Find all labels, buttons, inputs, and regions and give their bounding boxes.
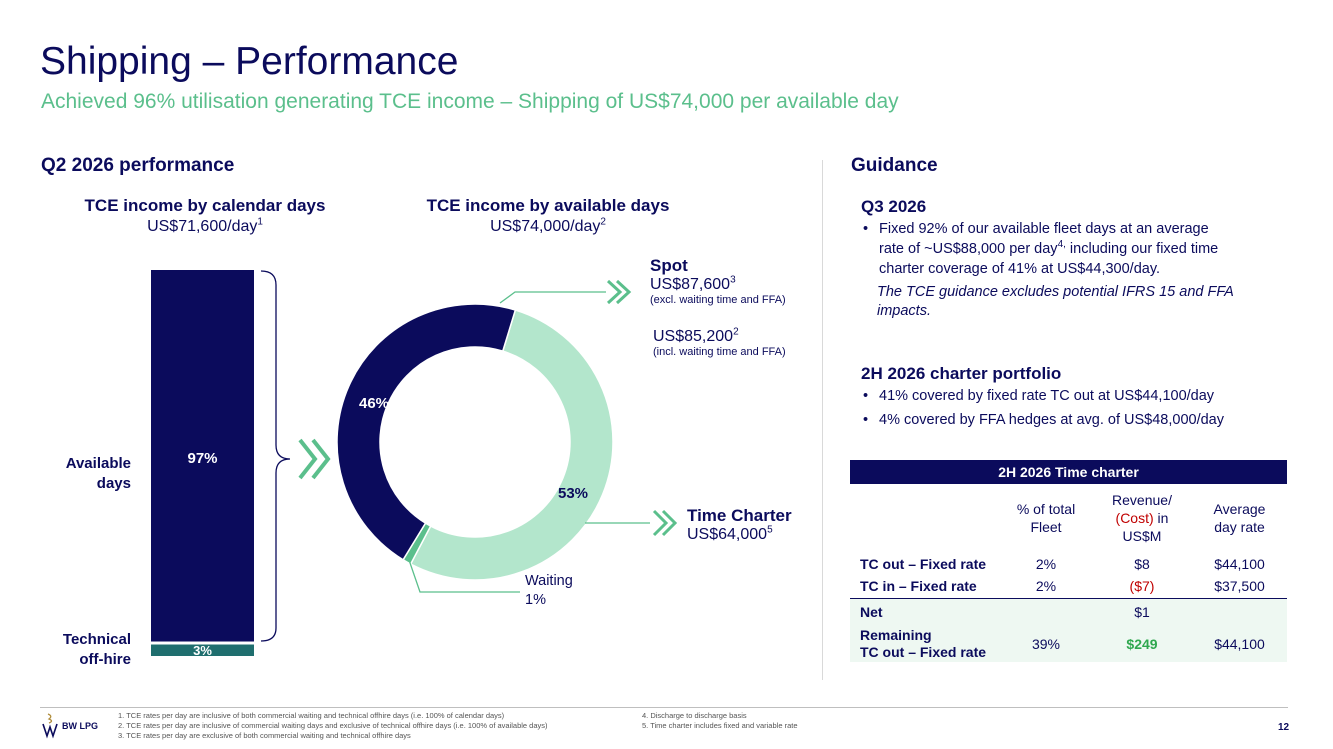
table-title: 2H 2026 Time charter [850, 460, 1287, 484]
donut-slice-spot [336, 303, 517, 561]
q2-heading: Q2 2026 performance [41, 155, 235, 176]
company-logo: BW LPG [40, 712, 104, 740]
table-row: TC out – Fixed rate 2% $8 $44,100 [860, 555, 1265, 572]
waiting-block: Waiting 1% [525, 572, 573, 610]
footer-divider [40, 707, 1288, 708]
spot-connector [499, 291, 606, 304]
bar-technical-offhire [151, 644, 254, 656]
donut-time-charter-label: 53% [558, 485, 588, 502]
footnotes-right: 4. Discharge to discharge basis 5. Time … [642, 711, 798, 730]
col-rev-header: Revenue/(Cost) in US$M [1112, 492, 1172, 544]
h2-bullet-1: 41% covered by fixed rate TC out at US$4… [861, 386, 1291, 406]
h2-bullet-2: 4% covered by FFA hedges at avg. of US$4… [861, 410, 1291, 430]
waiting-connector [408, 559, 520, 593]
q3-bullet: Fixed 92% of our available fleet days at… [861, 219, 1291, 279]
calendar-header: TCE income by calendar days US$71,600/da… [55, 196, 355, 236]
h2-bullets: 41% covered by fixed rate TC out at US$4… [861, 386, 1291, 430]
spot-chevron-icon [606, 279, 632, 305]
time-charter-block: Time Charter US$64,0005 [687, 506, 792, 544]
donut-slice-time-charter [409, 309, 614, 581]
page-subtitle: Achieved 96% utilisation generating TCE … [41, 90, 899, 113]
time-charter-chevron-icon [652, 509, 678, 537]
section-divider [822, 160, 823, 680]
time-charter-value: US$64,0005 [687, 524, 773, 543]
q3-bullets: Fixed 92% of our available fleet days at… [861, 219, 1291, 279]
spot-block-2: US$85,2002 (incl. waiting time and FFA) [653, 326, 786, 358]
bar-offhire-label: 3% [193, 643, 212, 658]
brace [260, 270, 291, 642]
page-title: Shipping – Performance [40, 40, 459, 83]
donut-spot-label: 46% [359, 395, 389, 412]
table-row: TC in – Fixed rate 2% ($7) $37,500 [860, 578, 1265, 595]
spot-sub-excl: (excl. waiting time and FFA) [650, 294, 786, 306]
available-title: TCE income by available days [426, 196, 670, 215]
page-number: 12 [1278, 722, 1290, 733]
q3-title: Q3 2026 [861, 197, 927, 216]
waiting-value: 1% [525, 592, 546, 608]
bar-available-days [151, 270, 254, 642]
spot-value-incl: US$85,2002 [653, 326, 739, 345]
table-row-remaining: Remaining TC out – Fixed rate 39% $249 $4… [850, 626, 1287, 662]
spot-value-excl: US$87,6003 [650, 274, 736, 293]
h2-title: 2H 2026 charter portfolio [861, 364, 1062, 383]
time-charter-title: Time Charter [687, 506, 792, 525]
available-days-label: Available days [65, 455, 131, 492]
spot-block: Spot US$87,6003 (excl. waiting time and … [650, 256, 786, 306]
available-value: US$74,000/day2 [490, 216, 606, 235]
calendar-bar-chart: 97% 3% 46% 53% [151, 270, 678, 658]
col-pct-header: % of total Fleet [1016, 501, 1076, 535]
calendar-title: TCE income by calendar days [84, 196, 326, 215]
time-charter-table: 2H 2026 Time charter % of total Fleet Rev… [850, 460, 1287, 662]
spot-sub-incl: (incl. waiting time and FFA) [653, 346, 786, 358]
logo-text: BW LPG [62, 721, 98, 731]
technical-offhire-label: Technical off-hire [62, 631, 131, 668]
bar-available-label: 97% [187, 450, 217, 467]
col-rate-header: Average day rate [1213, 501, 1266, 535]
double-chevron-icon [298, 438, 331, 480]
q3-note: The TCE guidance excludes potential IFRS… [877, 284, 1234, 319]
footnotes-left: 1. TCE rates per day are inclusive of bo… [118, 711, 548, 740]
donut-chart [336, 303, 614, 581]
table-row-net: Net $1 [850, 597, 1287, 626]
calendar-value: US$71,600/day1 [147, 216, 263, 235]
available-header: TCE income by available days US$74,000/d… [398, 196, 698, 236]
guidance-heading: Guidance [851, 155, 938, 176]
spot-title: Spot [650, 256, 688, 275]
waiting-label: Waiting [525, 573, 573, 589]
logo-mark-icon [42, 713, 58, 739]
